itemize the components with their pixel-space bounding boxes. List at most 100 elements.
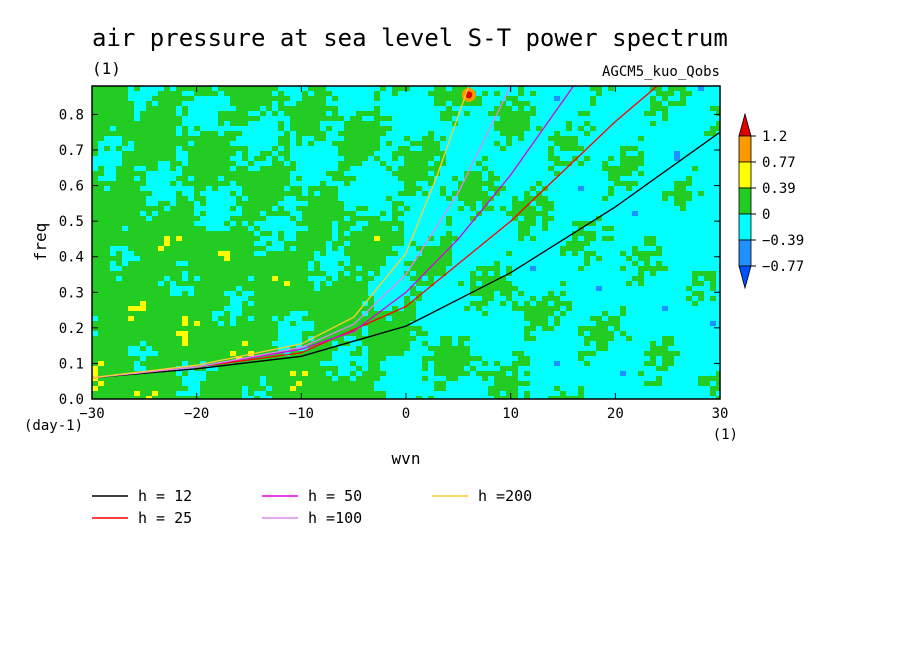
field-cell bbox=[626, 211, 632, 216]
field-cell bbox=[248, 266, 254, 271]
field-cell bbox=[554, 116, 560, 121]
field-cell bbox=[230, 246, 236, 251]
field-cell bbox=[488, 86, 494, 91]
field-cell bbox=[590, 166, 596, 171]
field-cell bbox=[548, 86, 554, 91]
field-cell bbox=[260, 91, 266, 96]
field-cell bbox=[506, 241, 512, 246]
field-cell bbox=[146, 246, 152, 251]
field-cell bbox=[662, 191, 668, 196]
field-cell bbox=[368, 131, 374, 136]
field-cell bbox=[398, 156, 404, 161]
field-cell bbox=[632, 286, 638, 291]
field-cell bbox=[416, 271, 422, 276]
field-cell bbox=[164, 171, 170, 176]
field-cell bbox=[626, 206, 632, 211]
field-cell bbox=[482, 236, 488, 241]
field-cell bbox=[92, 196, 98, 201]
field-cell bbox=[272, 131, 278, 136]
field-cell bbox=[260, 256, 266, 261]
field-cell bbox=[122, 171, 128, 176]
field-cell bbox=[116, 281, 122, 286]
field-cell bbox=[524, 216, 530, 221]
field-cell bbox=[632, 311, 638, 316]
field-cell bbox=[710, 141, 716, 146]
field-cell bbox=[254, 276, 260, 281]
field-cell bbox=[224, 86, 230, 91]
field-cell bbox=[668, 261, 674, 266]
field-cell bbox=[344, 111, 350, 116]
field-cell bbox=[470, 166, 476, 171]
field-cell bbox=[458, 201, 464, 206]
field-cell bbox=[218, 196, 224, 201]
field-cell bbox=[560, 266, 566, 271]
field-cell bbox=[620, 196, 626, 201]
field-cell bbox=[422, 141, 428, 146]
field-cell bbox=[260, 201, 266, 206]
field-cell bbox=[308, 96, 314, 101]
field-cell bbox=[518, 111, 524, 116]
field-cell bbox=[254, 296, 260, 301]
field-cell bbox=[392, 151, 398, 156]
field-cell bbox=[230, 166, 236, 171]
field-cell bbox=[242, 181, 248, 186]
field-cell bbox=[686, 186, 692, 191]
field-cell bbox=[302, 126, 308, 131]
field-cell bbox=[518, 141, 524, 146]
field-cell bbox=[122, 226, 128, 231]
field-cell bbox=[140, 96, 146, 101]
field-cell bbox=[212, 241, 218, 246]
field-cell bbox=[332, 216, 338, 221]
field-cell bbox=[374, 281, 380, 286]
field-cell bbox=[614, 86, 620, 91]
field-cell bbox=[716, 106, 720, 111]
field-cell bbox=[116, 146, 122, 151]
field-cell bbox=[482, 251, 488, 256]
field-cell bbox=[380, 246, 386, 251]
field-cell bbox=[254, 306, 260, 311]
field-cell bbox=[218, 231, 224, 236]
field-cell bbox=[140, 141, 146, 146]
field-cell bbox=[92, 296, 98, 301]
field-cell bbox=[152, 276, 158, 281]
field-cell bbox=[278, 246, 284, 251]
field-cell bbox=[716, 251, 720, 256]
field-cell bbox=[314, 121, 320, 126]
field-cell bbox=[488, 116, 494, 121]
field-cell bbox=[686, 121, 692, 126]
field-cell bbox=[470, 216, 476, 221]
field-cell bbox=[140, 201, 146, 206]
field-cell bbox=[350, 101, 356, 106]
field-cell bbox=[650, 151, 656, 156]
field-cell bbox=[584, 151, 590, 156]
field-cell bbox=[650, 106, 656, 111]
field-cell bbox=[146, 126, 152, 131]
field-cell bbox=[122, 131, 128, 136]
field-cell bbox=[218, 281, 224, 286]
field-cell bbox=[494, 226, 500, 231]
field-cell bbox=[632, 96, 638, 101]
field-cell bbox=[356, 96, 362, 101]
field-cell bbox=[230, 306, 236, 311]
field-cell bbox=[128, 146, 134, 151]
field-cell bbox=[566, 286, 572, 291]
field-cell bbox=[326, 321, 332, 326]
field-cell bbox=[644, 246, 650, 251]
field-cell bbox=[578, 296, 584, 301]
field-cell bbox=[494, 126, 500, 131]
field-cell bbox=[686, 266, 692, 271]
field-cell bbox=[644, 241, 650, 246]
field-cell bbox=[338, 146, 344, 151]
field-cell bbox=[518, 311, 524, 316]
field-cell bbox=[248, 276, 254, 281]
field-cell bbox=[554, 176, 560, 181]
field-cell bbox=[320, 156, 326, 161]
field-cell bbox=[416, 101, 422, 106]
field-cell bbox=[416, 161, 422, 166]
field-cell bbox=[368, 181, 374, 186]
field-cell bbox=[590, 151, 596, 156]
field-cell bbox=[470, 316, 476, 321]
field-cell bbox=[272, 266, 278, 271]
field-cell bbox=[500, 111, 506, 116]
field-cell bbox=[470, 256, 476, 261]
